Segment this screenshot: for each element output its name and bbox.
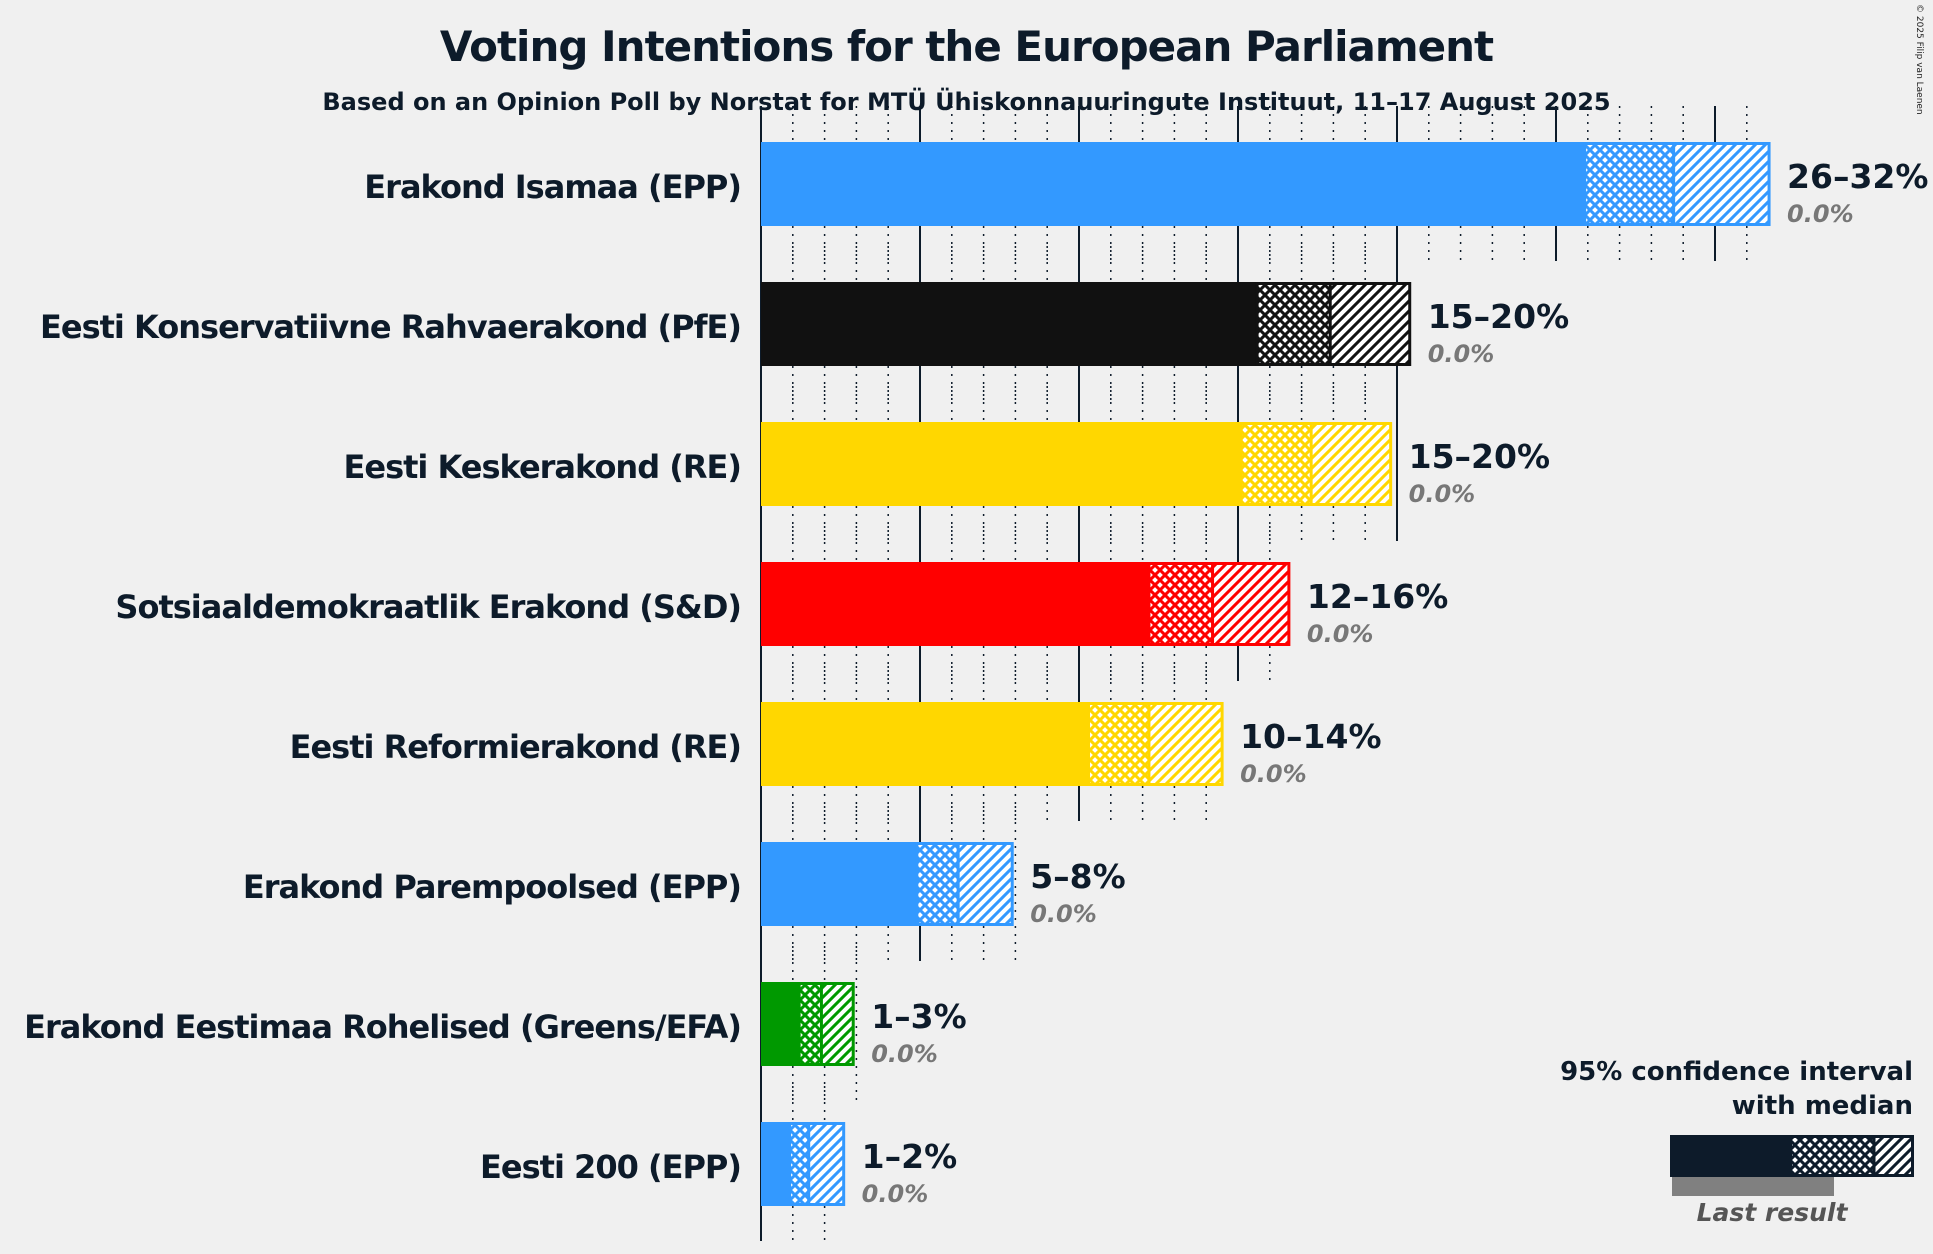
range-label: 15–20% [1428, 297, 1569, 336]
bar-ci-upper [821, 982, 854, 1066]
bar-ci-outline [1147, 562, 1291, 646]
range-label: 1–3% [871, 997, 967, 1036]
party-label: Eesti Reformierakond (RE) [290, 728, 741, 766]
party-label: Eesti Keskerakond (RE) [344, 448, 741, 486]
bar-ci-lower [799, 982, 822, 1066]
bar-ci-outline [1583, 142, 1771, 226]
party-label: Eesti 200 (EPP) [480, 1148, 741, 1186]
legend-graphic [1670, 1135, 1914, 1196]
bar-solid [761, 142, 1585, 226]
range-label: 1–2% [862, 1137, 958, 1176]
bar-ci-lower [1088, 702, 1149, 786]
bar-ci-upper [1330, 282, 1410, 366]
bar-ci-upper [958, 842, 1013, 926]
legend-outline [1670, 1135, 1914, 1177]
bar-ci-outline [1239, 422, 1393, 506]
bar-ci-outline [788, 1122, 846, 1206]
bar-solid [761, 1122, 790, 1206]
bar-ci-outline [915, 842, 1014, 926]
last-result-label: 0.0% [1030, 900, 1097, 928]
range-label: 5–8% [1030, 857, 1126, 896]
party-label: Eesti Konservatiivne Rahvaerakond (PfE) [40, 308, 741, 346]
bar-ci-lower [1148, 562, 1213, 646]
bar-solid [761, 282, 1258, 366]
bar-ci-lower [789, 1122, 809, 1206]
bar-ci-outline [1087, 702, 1224, 786]
range-label: 26–32% [1787, 157, 1928, 196]
party-label: Erakond Parempoolsed (EPP) [243, 868, 741, 906]
last-result-label: 0.0% [1428, 340, 1495, 368]
bar-ci-upper [1673, 142, 1770, 226]
party-label: Erakond Eestimaa Rohelised (Greens/EFA) [24, 1008, 741, 1046]
last-result-label: 0.0% [871, 1040, 938, 1068]
range-label: 15–20% [1409, 437, 1550, 476]
bar-ci-lower [1584, 142, 1674, 226]
legend-last-result-label: Last result [1696, 1198, 1848, 1227]
party-label: Erakond Isamaa (EPP) [364, 168, 741, 206]
bar-ci-lower [1241, 422, 1312, 506]
gridlines [760, 106, 1748, 1241]
legend-ci-upper [1874, 1135, 1914, 1177]
bar-solid [761, 562, 1149, 646]
bar-ci-upper [1212, 562, 1289, 646]
party-label: Sotsiaaldemokraatlik Erakond (S&D) [115, 588, 741, 626]
range-label: 12–16% [1307, 577, 1448, 616]
range-label: 10–14% [1240, 717, 1381, 756]
bar-ci-upper [1148, 702, 1223, 786]
bar-solid [761, 702, 1089, 786]
bar-ci-upper [1311, 422, 1391, 506]
bar-ci-lower [1257, 282, 1331, 366]
bar-ci-outline [1255, 282, 1412, 366]
legend-title: 95% confidence interval with median [1560, 1057, 1913, 1121]
last-result-label: 0.0% [1787, 200, 1854, 228]
bar-solid [761, 422, 1242, 506]
last-result-label: 0.0% [862, 1180, 929, 1208]
last-result-label: 0.0% [1307, 620, 1374, 648]
bars: Erakond Isamaa (EPP) 26–32% 0.0% Eesti Kons… [24, 142, 1928, 1208]
legend-solid [1670, 1135, 1792, 1177]
bar-ci-lower [916, 842, 959, 926]
bar-ci-upper [808, 1122, 844, 1206]
bar-solid [761, 982, 800, 1066]
chart-subtitle: Based on an Opinion Poll by Norstat for … [322, 88, 1611, 116]
legend-ci-lower [1792, 1135, 1874, 1177]
last-result-label: 0.0% [1240, 760, 1307, 788]
bar-solid [761, 842, 917, 926]
bar-ci-outline [797, 982, 855, 1066]
last-result-label: 0.0% [1409, 480, 1476, 508]
chart-title: Voting Intentions for the European Parli… [439, 22, 1494, 71]
